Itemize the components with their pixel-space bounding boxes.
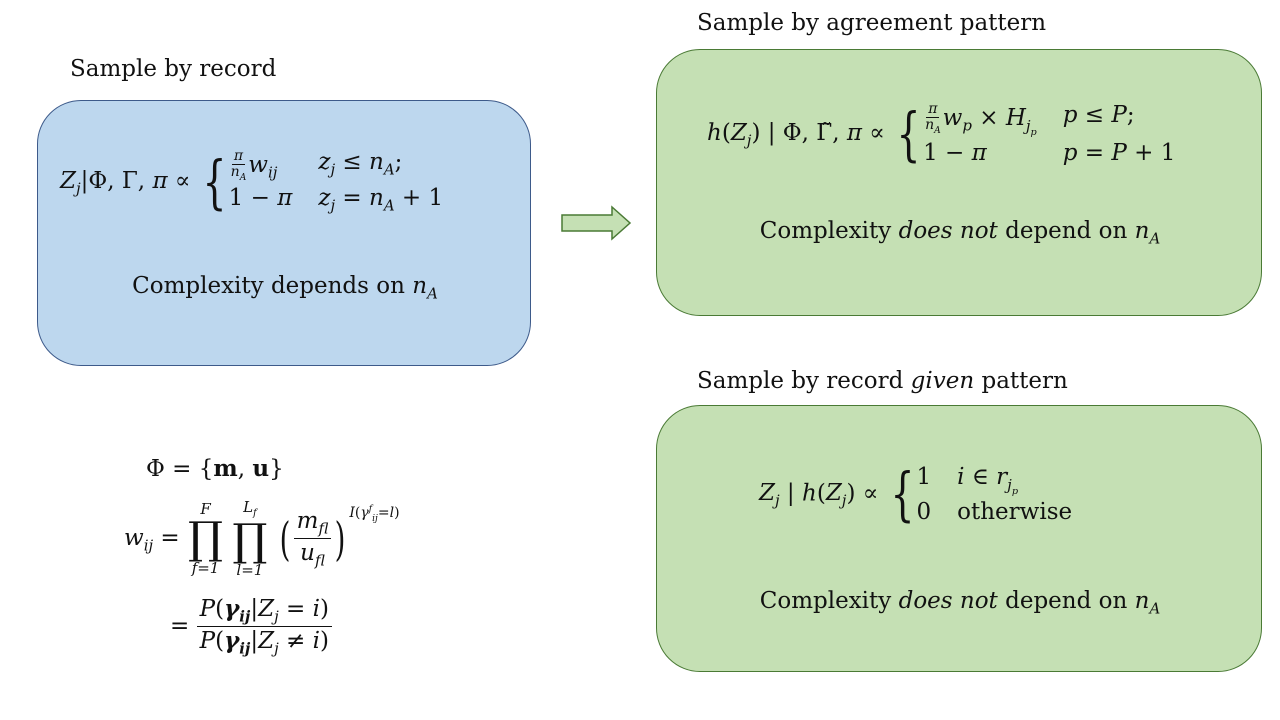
- sample-by-record-given-pattern-title: Sample by record given pattern: [697, 368, 1068, 394]
- sample-by-pattern-title: Sample by agreement pattern: [697, 10, 1047, 36]
- right-arrow-icon: [561, 205, 632, 241]
- phi-definition: Φ = {m, u}: [146, 455, 284, 482]
- weight-probability-ratio: = P(γij|Zj = i) P(γij|Zj ≠ i): [170, 595, 332, 659]
- record-complexity-text: Complexity depends on nA: [132, 273, 438, 303]
- sample-by-pattern-box: h(Zj) | Φ, Γ̃, π ∝ { π nA wp × Hjp p ≤ P; …: [656, 49, 1262, 316]
- pattern-formula: h(Zj) | Φ, Γ̃, π ∝ { π nA wp × Hjp p ≤ P; …: [707, 99, 1176, 168]
- given-pattern-formula: Zj | h(Zj) ∝ { 1 i ∈ rjp 0 otherwise: [759, 460, 1073, 529]
- sample-by-record-given-pattern-box: Zj | h(Zj) ∝ { 1 i ∈ rjp 0 otherwise Com…: [656, 405, 1262, 672]
- weight-definition: wij = F ∏ f=1 Lf ∏ l=1 (mfl ufl) I(γfij=l): [124, 498, 400, 579]
- sample-by-record-box: Zj|Φ, Γ, π ∝ { π nA wij zj ≤ nA; 1 − π zj …: [37, 100, 531, 366]
- pattern-complexity-text: Complexity does not depend on nA: [759, 218, 1161, 248]
- record-formula: Zj|Φ, Γ, π ∝ { π nA wij zj ≤ nA; 1 − π zj …: [60, 147, 444, 216]
- given-pattern-complexity-text: Complexity does not depend on nA: [759, 588, 1161, 618]
- sample-by-record-title: Sample by record: [70, 56, 277, 82]
